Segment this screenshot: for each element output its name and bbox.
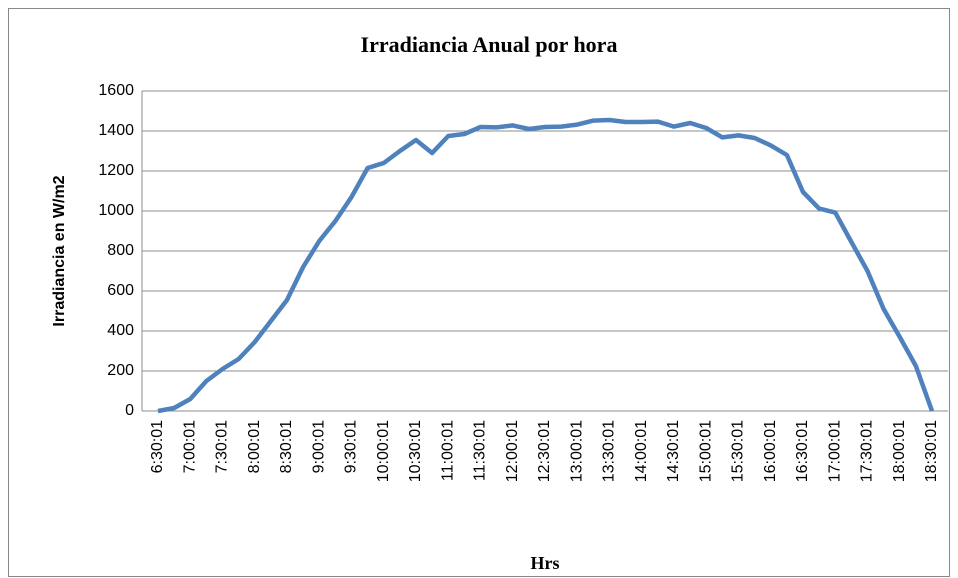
y-tick-label: 600 [107,282,134,299]
y-tick-label: 800 [107,242,134,259]
x-tick-label: 15:00:01 [697,420,714,482]
x-tick-label: 15:30:01 [730,420,747,482]
x-axis-label: Hrs [531,553,560,573]
x-tick-label: 16:00:01 [762,420,779,482]
x-tick-label: 17:30:01 [859,420,876,482]
y-tick-label: 400 [107,322,134,339]
x-tick-label: 10:30:01 [407,420,424,482]
x-tick-label: 12:30:01 [536,420,553,482]
x-tick-label: 9:00:01 [310,420,327,473]
x-tick-label: 7:30:01 [214,420,231,473]
x-tick-label: 16:30:01 [794,420,811,482]
y-tick-label: 1400 [98,122,134,139]
x-tick-label: 13:30:01 [601,420,618,482]
x-tick-label: 18:00:01 [891,420,908,482]
y-tick-label: 0 [125,402,134,419]
x-tick-label: 8:30:01 [278,420,295,473]
x-tick-label: 6:30:01 [149,420,166,473]
x-tick-label: 14:00:01 [633,420,650,482]
y-tick-label: 1600 [98,82,134,99]
x-tick-label: 7:00:01 [181,420,198,473]
chart-frame [8,8,950,577]
x-tick-label: 11:30:01 [472,420,489,481]
x-tick-label: 14:30:01 [665,420,682,482]
data-line [157,117,935,414]
y-axis-label: Irradiancia en W/m2 [51,175,68,326]
x-tick-label: 10:00:01 [375,420,392,482]
y-tick-label: 1000 [98,202,134,219]
x-tick-label: 8:00:01 [246,420,263,473]
y-tick-label: 1200 [98,162,134,179]
y-tick-label: 200 [107,362,134,379]
x-tick-label: 18:30:01 [923,420,940,482]
chart-title: Irradiancia Anual por hora [361,32,618,57]
x-tick-label: 13:00:01 [568,420,585,482]
x-tick-label: 9:30:01 [343,420,360,473]
x-tick-label: 12:00:01 [504,420,521,482]
x-tick-label: 11:00:01 [439,420,456,481]
x-tick-label: 17:00:01 [826,420,843,482]
